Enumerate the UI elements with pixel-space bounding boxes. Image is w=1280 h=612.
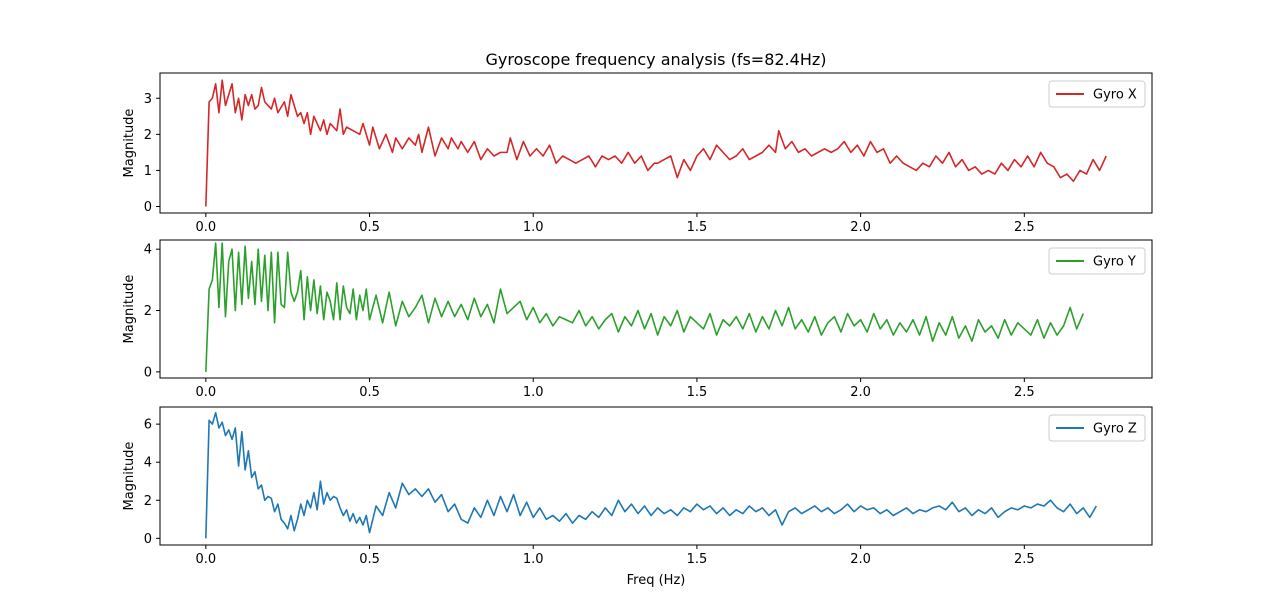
y-tick-label: 2: [144, 494, 152, 509]
x-tick-label: 0.5: [359, 385, 380, 400]
x-tick-label: 1.0: [523, 220, 544, 235]
y-tick-label: 0: [144, 365, 152, 380]
y-tick-label: 2: [144, 304, 152, 319]
x-tick-label: 1.5: [687, 220, 708, 235]
subplot-1: 0.0 0.5 1.0 1.5 2.0 2.5 0 1 2 3 Magnitude Gyro X: [122, 72, 1153, 235]
x-tick-label: 0.5: [359, 552, 380, 567]
y-axis-label: Magnitude: [122, 442, 137, 511]
chart-title: Gyroscope frequency analysis (fs=82.4Hz): [485, 50, 826, 69]
x-tick-label: 0.0: [195, 385, 216, 400]
y-tick-label: 2: [144, 128, 152, 143]
x-tick-label: 2.0: [850, 220, 871, 235]
legend: Gyro Z: [1048, 414, 1146, 442]
x-tick-label: 2.5: [1014, 220, 1035, 235]
legend-label: Gyro X: [1093, 88, 1137, 103]
y-tick-label: 3: [144, 92, 152, 107]
x-tick-label: 2.0: [850, 385, 871, 400]
legend-label: Gyro Y: [1093, 255, 1136, 270]
y-tick-label: 4: [144, 456, 152, 471]
x-tick-label: 2.0: [850, 552, 871, 567]
series-line-gyro-z: [205, 411, 1098, 539]
legend-box: [1048, 247, 1146, 275]
x-tick-label: 1.5: [687, 552, 708, 567]
subplot-2: 0.0 0.5 1.0 1.5 2.0 2.5 0 2 4 Magnitude Gyro Y: [122, 239, 1153, 400]
axes-frame: [159, 239, 1153, 379]
legend-box: [1048, 414, 1146, 442]
x-tick-label: 1.0: [523, 552, 544, 567]
legend: Gyro X: [1048, 80, 1146, 108]
axes-frame: [159, 406, 1153, 546]
legend: Gyro Y: [1048, 247, 1146, 275]
axes-frame: [159, 72, 1153, 214]
x-tick-label: 0.0: [195, 220, 216, 235]
y-tick-label: 6: [144, 418, 152, 433]
x-tick-label: 0.5: [359, 220, 380, 235]
legend-box: [1048, 80, 1146, 108]
legend-label: Gyro Z: [1093, 422, 1137, 437]
y-axis-label: Magnitude: [122, 275, 137, 344]
x-tick-label: 1.0: [523, 385, 544, 400]
x-tick-label: 2.5: [1014, 385, 1035, 400]
y-tick-label: 0: [144, 200, 152, 215]
x-tick-label: 2.5: [1014, 552, 1035, 567]
y-tick-label: 0: [144, 532, 152, 547]
x-tick-label: 1.5: [687, 385, 708, 400]
series-line-gyro-x: [205, 79, 1107, 207]
series-line-gyro-y: [205, 242, 1084, 372]
y-axis-label: Magnitude: [122, 109, 137, 178]
x-tick-label: 0.0: [195, 552, 216, 567]
x-axis-label: Freq (Hz): [627, 573, 686, 588]
y-tick-label: 1: [144, 164, 152, 179]
subplot-3: 0.0 0.5 1.0 1.5 2.0 2.5 0 2 4 6 Magnitude Gyro Z: [122, 406, 1153, 567]
y-tick-label: 4: [144, 243, 152, 258]
